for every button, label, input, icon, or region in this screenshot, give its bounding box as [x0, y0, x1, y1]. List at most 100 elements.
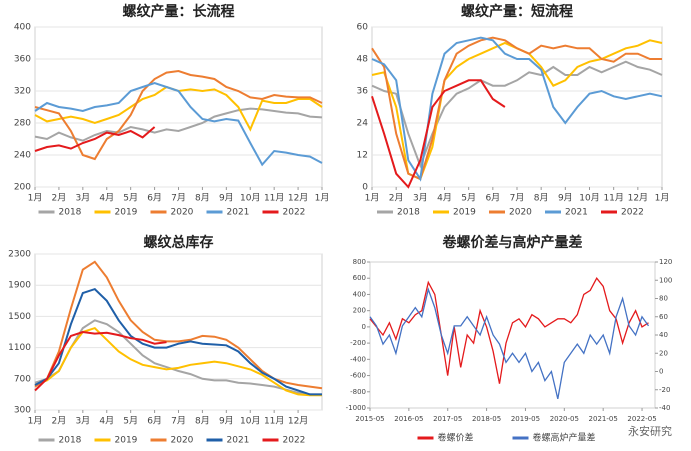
x-tick-label: 2月: [389, 193, 404, 204]
x-tick-label: 9月: [558, 193, 573, 204]
series-line: [371, 60, 663, 169]
x-tick-label: 6月: [147, 416, 162, 427]
series-line: [34, 326, 322, 397]
y2-tick-label: 60: [659, 313, 668, 321]
y2-tick-label: 40: [659, 331, 668, 339]
x-tick-label: 8月: [195, 416, 210, 427]
y-tick-label: 400: [353, 290, 366, 298]
x-tick-label: 1月: [655, 193, 670, 204]
x-tick-label: 9月: [219, 193, 234, 204]
y-tick-label: -600: [350, 372, 366, 380]
series-line: [371, 79, 506, 189]
x-tick-label: 5月: [461, 193, 476, 204]
y-tick-label: 280: [14, 119, 31, 129]
x-tick-label: 9月: [219, 416, 234, 427]
watermark: 永安研究: [628, 424, 672, 438]
series-line: [34, 287, 322, 396]
y-tick-label: 320: [14, 87, 31, 97]
y-tick-label: 60: [357, 23, 369, 33]
y-tick-label: 24: [357, 119, 369, 129]
x-tick-label: 2015-05: [355, 415, 384, 423]
x-tick-label: 1月: [28, 416, 43, 427]
x-tick-label: 8月: [534, 193, 549, 204]
y2-tick-label: 20: [659, 349, 668, 357]
legend-label: 卷螺高炉产量差: [533, 432, 596, 444]
x-tick-label: 1月: [28, 193, 43, 204]
x-tick-label: 12月: [288, 416, 308, 427]
y2-tick-label: 80: [659, 295, 668, 303]
legend-label: 2018: [397, 208, 420, 218]
y-tick-label: 360: [14, 55, 31, 65]
x-tick-label: 2月: [52, 416, 67, 427]
x-tick-label: 10月: [240, 193, 260, 204]
y-tick-label: 36: [357, 87, 369, 97]
x-tick-label: 11月: [264, 193, 284, 204]
x-tick-label: 3月: [75, 193, 90, 204]
legend-label: 2022: [283, 208, 306, 218]
y-tick-label: 800: [353, 258, 366, 266]
chart-title: 螺纹产量：长流程: [123, 3, 235, 20]
x-tick-label: 2018-05: [472, 415, 501, 423]
legend-label: 2018: [59, 208, 82, 218]
plot-frame: [34, 26, 323, 188]
y-tick-label: -800: [350, 388, 366, 396]
chart-title: 螺纹产量：短流程: [461, 3, 573, 20]
y-tick-label: 12: [357, 151, 368, 161]
y-tick-label: -200: [350, 339, 366, 347]
series-line: [371, 36, 663, 182]
x-tick-label: 10月: [579, 193, 599, 204]
x-tick-label: 10月: [240, 416, 260, 427]
series-line: [34, 81, 323, 167]
legend-label: 卷螺价差: [438, 432, 474, 444]
y-tick-label: 240: [14, 151, 31, 161]
legend-label: 2020: [171, 208, 194, 218]
legend-label: 2022: [283, 436, 306, 446]
series-line: [34, 107, 323, 142]
series-line: [34, 319, 322, 396]
y2-tick-label: -20: [659, 386, 670, 394]
legend-label: 2021: [227, 208, 250, 218]
series-line: [369, 287, 650, 400]
y-tick-label: 400: [14, 23, 31, 33]
y-tick-label: 0: [362, 183, 368, 193]
y-tick-label: -1000: [346, 404, 366, 412]
legend-label: 2020: [171, 436, 194, 446]
y-tick-label: 200: [14, 183, 31, 193]
series-line: [371, 39, 663, 181]
series-line: [34, 330, 167, 392]
x-tick-label: 5月: [123, 193, 138, 204]
x-tick-label: 7月: [510, 193, 525, 204]
x-tick-label: 2019-05: [511, 415, 540, 423]
y2-tick-label: -40: [659, 404, 670, 412]
y-tick-label: 0: [362, 323, 366, 331]
x-tick-label: 2月: [52, 193, 67, 204]
x-tick-label: 12月: [628, 193, 648, 204]
x-tick-label: 2017-05: [433, 415, 462, 423]
x-tick-label: 4月: [99, 193, 114, 204]
x-tick-label: 6月: [485, 193, 500, 204]
series-line: [34, 126, 156, 152]
y-tick-label: 2300: [8, 250, 31, 260]
y-tick-label: -400: [350, 355, 366, 363]
x-tick-label: 6月: [147, 193, 162, 204]
chart-title: 卷螺价差与高炉产量差: [442, 234, 583, 251]
x-tick-label: 4月: [99, 416, 114, 427]
x-tick-label: 3月: [75, 416, 90, 427]
legend-label: 2019: [453, 208, 476, 218]
y-tick-label: 300: [14, 406, 31, 416]
x-tick-label: 8月: [195, 193, 210, 204]
x-tick-label: 5月: [123, 416, 138, 427]
legend-label: 2020: [509, 208, 532, 218]
x-tick-label: 7月: [171, 193, 186, 204]
legend-label: 2021: [565, 208, 588, 218]
chart-title: 螺纹总库存: [144, 234, 214, 251]
y2-tick-label: 120: [659, 258, 672, 266]
x-tick-label: 11月: [603, 193, 623, 204]
x-tick-label: 2020-05: [550, 415, 579, 423]
x-tick-label: 2021-05: [589, 415, 618, 423]
y-tick-label: 1900: [8, 281, 31, 291]
y-tick-label: 600: [353, 274, 366, 282]
x-tick-label: 4月: [437, 193, 452, 204]
x-tick-label: 3月: [413, 193, 428, 204]
